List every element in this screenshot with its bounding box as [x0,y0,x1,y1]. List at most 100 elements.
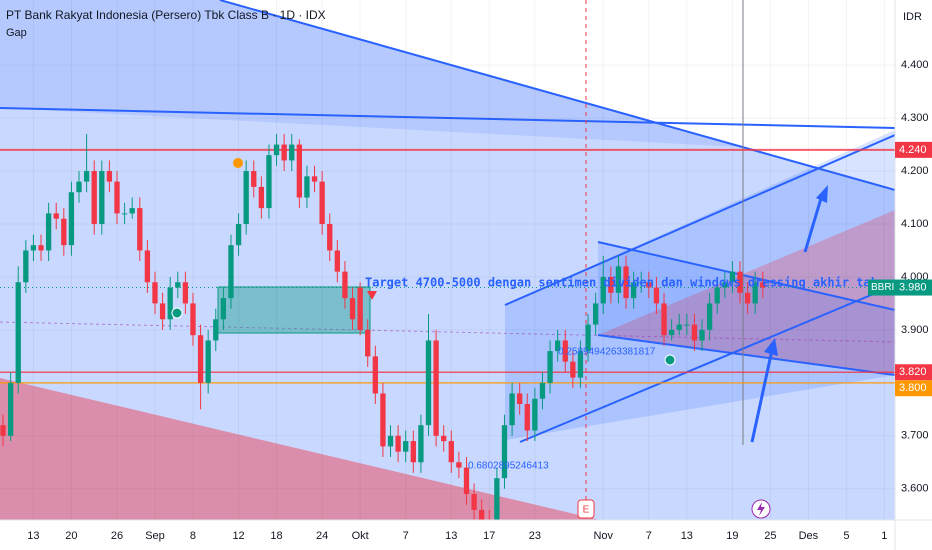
candle-body [494,478,500,520]
x-tick-label: 25 [764,530,776,542]
x-tick-label: 12 [232,530,244,542]
x-tick-label: 7 [646,530,652,542]
fan-area [0,0,740,147]
event-label: E [583,505,590,516]
candle-body [281,144,287,161]
candle-body [410,441,416,463]
candle-body [91,171,97,224]
y-tick-label: 3.600 [901,483,929,495]
candle-body [555,340,561,352]
candle-body [220,298,227,320]
candle-body [304,176,310,198]
candle-body [53,213,59,219]
candle-body [676,324,682,330]
candle-body [114,181,120,214]
channel-area [598,242,895,375]
candle-body [258,186,265,209]
candle-body [638,282,644,284]
arrow-head [816,185,828,203]
signal-dot [233,158,243,168]
x-tick-label: Des [799,530,819,542]
candle-body [760,282,766,288]
candle-body [327,223,333,251]
candle-body [729,271,736,283]
fib-label: 0.6802895246413 [468,461,549,472]
x-tick-label: 24 [316,530,328,542]
candle-body [395,435,401,452]
candle-body [144,250,151,283]
candle-body [517,393,523,405]
candle-body [653,287,660,304]
price-label-box [895,380,932,397]
candle-body [600,276,606,304]
candle-body [319,181,325,224]
y-tick-label: 4.300 [901,112,929,124]
candle-body [266,155,272,209]
candle-body [121,213,128,215]
event-icon [757,502,765,516]
trend-line [0,321,895,343]
candle-body [387,435,394,447]
price-label: 3.820 [899,366,927,378]
signal-arrow [367,291,377,300]
price-label-box [895,141,932,158]
candle-body [15,282,21,383]
candle-body [289,144,295,161]
candle-body [585,324,591,352]
candle-body [7,382,14,436]
candle-body [83,171,90,182]
candle-body [380,393,386,447]
candle-body [706,303,713,330]
candle-body [509,393,515,426]
candle-body [433,340,439,436]
trend-line [219,0,895,191]
price-label: 3.800 [899,382,927,394]
overlay: Target 4700-5000 dengan sentimen dividen… [171,158,932,519]
candle-body [737,271,743,293]
candle-body [243,171,249,224]
x-tick-label: 7 [403,530,409,542]
x-tick-label: 17 [483,530,495,542]
candle-body [471,494,477,510]
candle-body [357,287,363,330]
candle-body [228,245,234,299]
candle-body [441,435,447,442]
x-tick-label: 23 [529,530,541,542]
candle-body [699,329,705,341]
x-tick-label: Sep [145,530,165,542]
candle-body [152,282,158,304]
candle-body [296,144,303,198]
candle-body [661,303,667,336]
y-tick-label: 4.100 [901,218,929,230]
y-tick-label: 3.700 [901,430,929,442]
x-tick-label: 1 [881,530,887,542]
x-tick-label: 18 [270,530,282,542]
candle-body [235,223,242,246]
arrow-head [764,338,778,356]
fib-label: 0.2589494263381817 [558,347,656,358]
y-tick-label: 3.900 [901,324,929,336]
candle-body [251,171,257,187]
y-tick-label: 4.400 [901,59,929,71]
candle-body [646,282,652,288]
candle-body [592,303,599,325]
drawings [0,0,895,520]
candle-body [38,245,44,251]
candle-body [175,282,181,288]
channel-line [519,284,895,443]
candle-body [129,208,135,214]
candles [0,133,766,520]
symbol-label: BBRI [871,282,894,293]
candle-body [532,398,538,431]
candle-body [425,340,432,426]
time-axis [0,520,895,550]
candle-body [403,441,409,452]
candle-body [539,382,546,399]
x-tick-label: 8 [190,530,196,542]
candle-body [577,351,584,378]
candle-body [623,266,629,299]
candle-body [106,171,113,182]
event-badge[interactable] [577,499,595,519]
annotation: Target 4700-5000 dengan sentimen dividen… [365,276,932,290]
